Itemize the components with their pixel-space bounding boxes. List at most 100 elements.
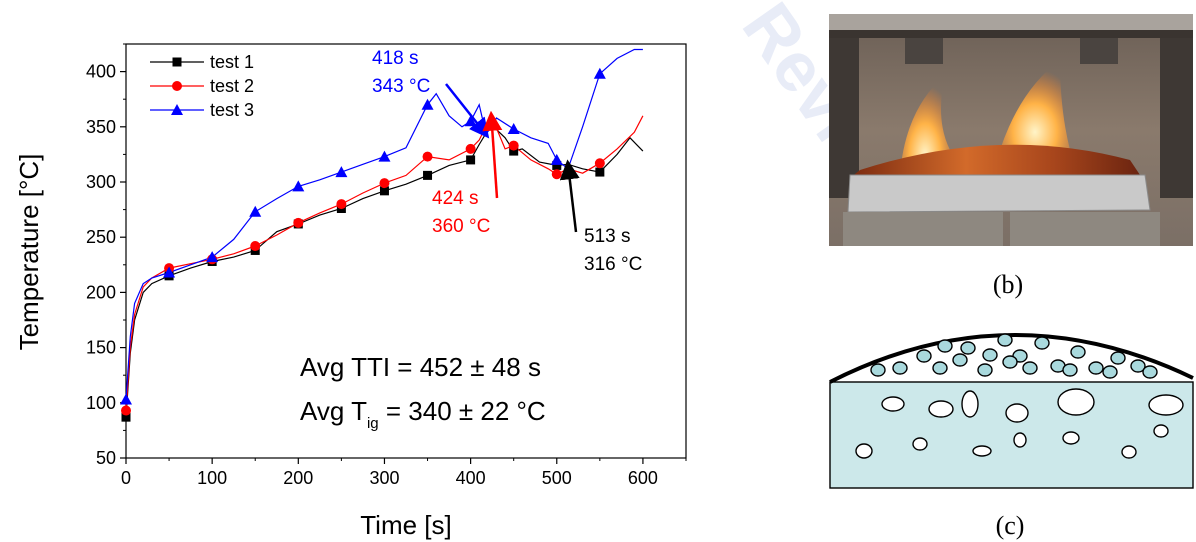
avg-tig-subscript: ig [367, 415, 379, 432]
legend-swatch-marker [172, 57, 182, 67]
x-tick-label: 500 [542, 468, 572, 488]
data-point [509, 146, 519, 156]
avg-tig-note: Avg Tig = 340 ± 22 °C [300, 396, 546, 432]
data-point [551, 169, 562, 180]
annotation-time: 513 s [584, 226, 630, 247]
data-point [250, 241, 261, 252]
annotation-temp: 360 °C [432, 216, 490, 237]
bubble [1110, 351, 1126, 365]
legend-label: test 3 [210, 100, 254, 120]
char-dome-outline [829, 333, 1194, 384]
annotation-temp: 316 °C [584, 254, 642, 275]
void [855, 443, 873, 459]
data-point [206, 251, 219, 263]
legend-swatch-marker [172, 81, 182, 91]
data-point [550, 153, 563, 165]
data-point [421, 98, 434, 110]
y-tick-label: 200 [86, 282, 116, 302]
legend-label: test 2 [210, 76, 254, 96]
x-tick-label: 200 [283, 468, 313, 488]
series-line [125, 48, 643, 400]
avg-tig-suffix: = 340 ± 22 °C [379, 396, 546, 426]
bubble [952, 353, 968, 367]
data-point [120, 393, 132, 405]
bubble [1062, 363, 1078, 377]
bubbles [855, 333, 1184, 459]
data-point [293, 217, 304, 228]
y-tick-label: 400 [86, 62, 116, 82]
void [972, 445, 992, 457]
data-point [163, 266, 176, 278]
void [1153, 424, 1169, 438]
temperature-chart: 50 100 150 200 250 300 350 400 0 100 200 300 400 500… [14, 43, 687, 540]
x-tick-label: 600 [628, 468, 658, 488]
annotation-time: 418 s [372, 48, 418, 69]
void [1057, 388, 1095, 416]
data-point [121, 405, 131, 416]
x-axis-label: Time [s] [360, 510, 451, 540]
annotation-temp: 343 °C [372, 76, 430, 97]
data-point [593, 67, 606, 79]
bubble [997, 333, 1013, 347]
panel-c-schematic: (c) [829, 333, 1194, 540]
void [912, 437, 928, 451]
void [881, 396, 905, 412]
panel-c-label: (c) [996, 511, 1025, 540]
plot-frame [125, 43, 687, 459]
bubble [1002, 355, 1018, 369]
bubble [960, 341, 976, 355]
y-tick-label: 250 [86, 227, 116, 247]
void [1005, 403, 1029, 423]
data-point [249, 205, 262, 217]
data-point [595, 167, 605, 177]
data-point [121, 412, 131, 422]
data-point [552, 160, 562, 170]
annotation-arrow [559, 159, 580, 233]
x-tick-label: 100 [197, 468, 227, 488]
bubble [982, 348, 998, 362]
void [1013, 432, 1027, 448]
bubble [932, 361, 948, 375]
x-tick-label: 300 [369, 468, 399, 488]
data-point [292, 180, 305, 192]
bubble [1130, 359, 1146, 373]
data-point [508, 140, 519, 151]
void [961, 390, 979, 418]
void [1062, 431, 1080, 445]
data-point [335, 166, 348, 178]
y-tick-label: 350 [86, 117, 116, 137]
data-point [594, 158, 605, 169]
annotations: 418 s 343 °C 424 s 360 °C 513 s 316 °C [372, 48, 642, 275]
void [928, 400, 954, 418]
bubble [977, 363, 993, 377]
data-point [423, 170, 433, 180]
bubble [1088, 361, 1104, 375]
avg-tti-note: Avg TTI = 452 ± 48 s [300, 352, 541, 382]
data-point [466, 155, 476, 165]
panel-b-label: (b) [993, 270, 1023, 299]
bubble [892, 361, 908, 375]
bubble [1070, 345, 1086, 359]
void [1148, 394, 1184, 416]
data-point [336, 199, 347, 210]
data-point [378, 150, 391, 162]
y-tick-label: 50 [96, 448, 116, 468]
annotation-arrow [445, 83, 490, 139]
x-axis: 0 100 200 300 400 500 600 [121, 458, 687, 488]
data-point [507, 123, 520, 135]
bubble [937, 339, 953, 353]
avg-tig-prefix: Avg T [300, 396, 367, 426]
annotation-time: 424 s [432, 188, 478, 209]
legend-label: test 1 [210, 52, 254, 72]
y-axis: 50 100 150 200 250 300 350 400 [86, 43, 126, 468]
data-point [422, 151, 433, 162]
data-point [379, 178, 390, 189]
data-point [379, 186, 389, 196]
y-tick-label: 300 [86, 172, 116, 192]
legend-swatch-marker [171, 104, 183, 115]
data-point [465, 143, 476, 154]
char-layer [829, 381, 1194, 489]
bubble [916, 349, 932, 363]
y-axis-label: Temperature [°C] [14, 154, 44, 351]
